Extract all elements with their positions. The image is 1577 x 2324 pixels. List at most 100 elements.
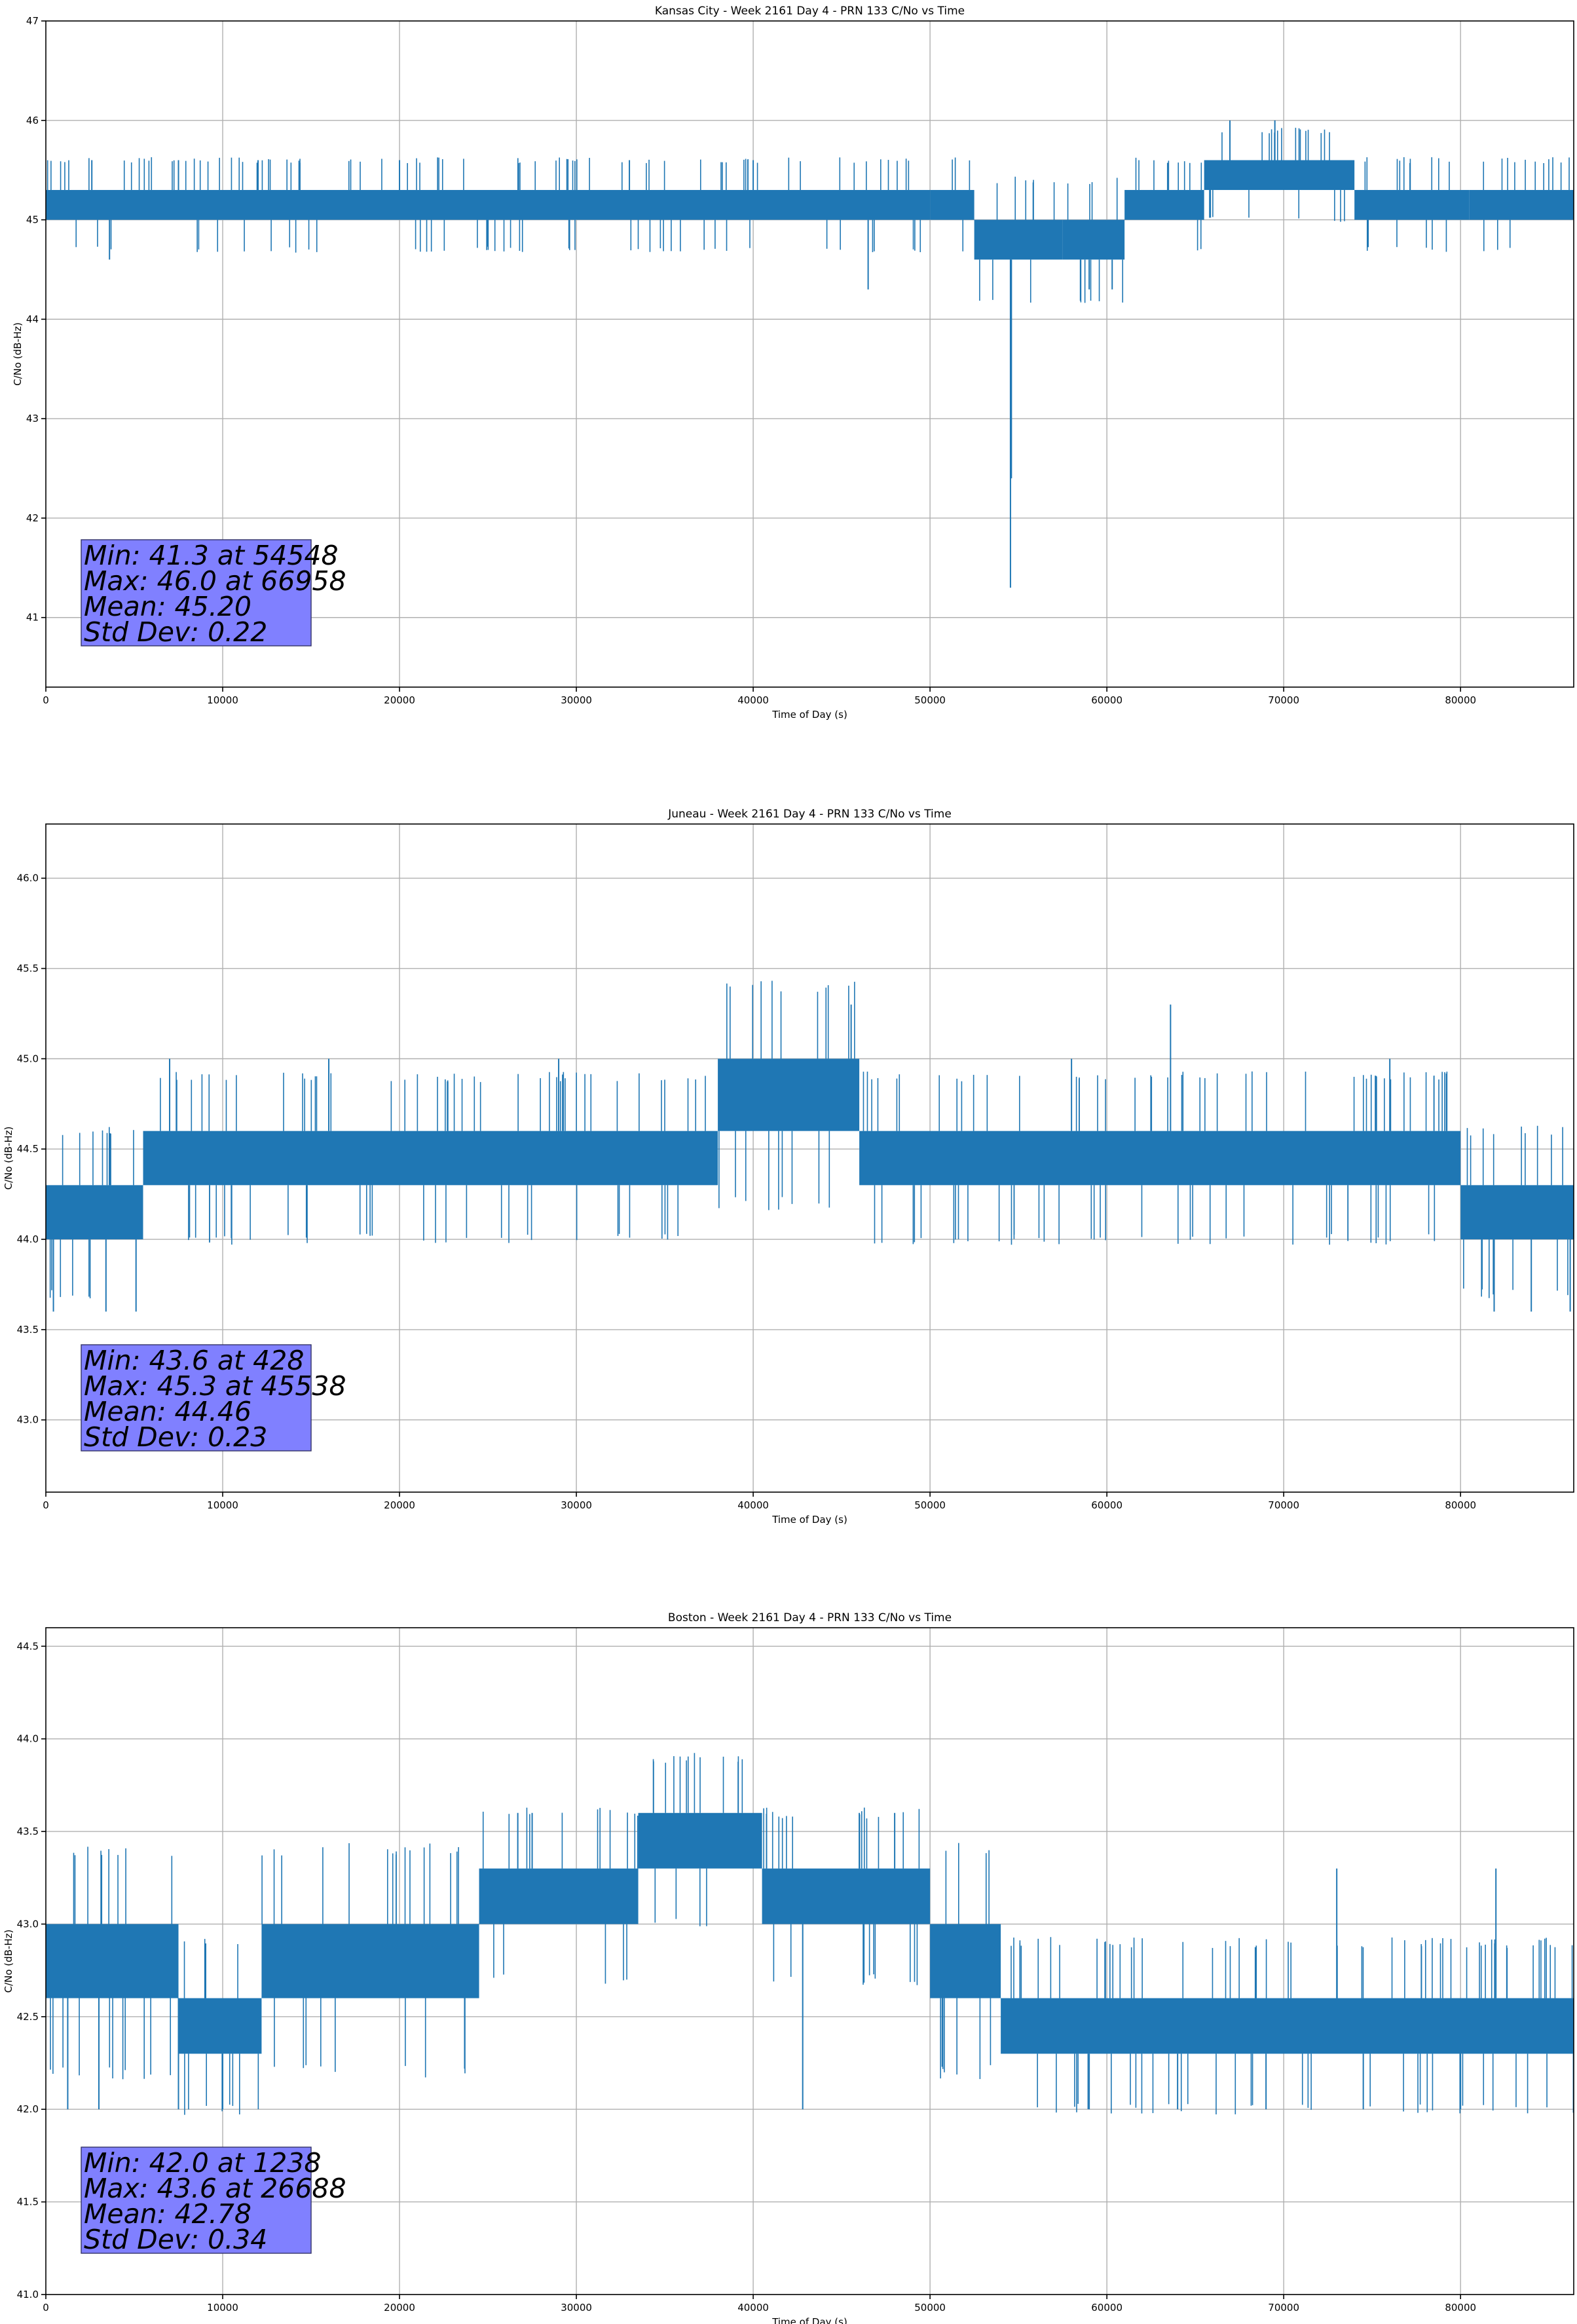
data-band [261,1924,479,1998]
stats-box-bg [81,1344,312,1452]
x-tick-label: 80000 [1445,1499,1476,1511]
stats-line: Std Dev: 0.23 [84,1421,267,1453]
data-band [974,219,1063,260]
data-series [46,981,1574,1312]
data-band [1001,1998,1574,2054]
y-axis-label: C/No (dB-Hz) [3,1930,14,1993]
y-tick-label: 44.5 [17,1143,39,1155]
x-axis-label: Time of Day (s) [771,1514,847,1526]
chart-title: Boston - Week 2161 Day 4 - PRN 133 C/No … [668,1611,952,1624]
x-tick-label: 20000 [384,1499,415,1511]
axes-frame [45,823,1574,1493]
chart-title: Juneau - Week 2161 Day 4 - PRN 133 C/No … [667,808,952,821]
x-tick-label: 10000 [207,2302,238,2314]
x-tick-label: 70000 [1268,1499,1299,1511]
x-axis-label: Time of Day (s) [771,709,847,721]
stats-line: Max: 46.0 at 66958 [84,565,346,597]
data-band [1124,190,1204,220]
stats-line: Std Dev: 0.34 [84,2224,267,2255]
stats-line: Std Dev: 0.22 [84,616,267,648]
y-tick-label: 43.0 [17,1918,39,1930]
y-tick-label: 45.0 [17,1053,39,1064]
stats-line: Min: 43.6 at 428 [84,1345,304,1376]
x-axis-label: Time of Day (s) [771,2316,847,2324]
data-band [1204,160,1355,191]
stats-box-bg [81,2146,312,2254]
y-tick-label: 44.0 [17,1733,39,1745]
stats-line: Max: 45.3 at 45538 [84,1370,346,1402]
stats-line: Mean: 44.46 [84,1396,251,1427]
data-series [46,120,1574,588]
data-band [46,1185,143,1240]
y-axis-label: C/No (dB-Hz) [12,322,24,386]
x-tick-label: 30000 [561,1499,592,1511]
x-tick-label: 50000 [914,694,946,706]
data-band [46,190,931,220]
stats-line: Mean: 42.78 [84,2198,251,2230]
stats-line: Min: 41.3 at 54548 [84,540,339,571]
x-tick-label: 20000 [384,2302,415,2314]
data-band [930,1924,1001,1998]
data-band [1469,190,1574,220]
x-tick-label: 40000 [737,2302,769,2314]
x-tick-label: 50000 [914,1499,946,1511]
stats-line: Mean: 45.20 [84,591,251,622]
y-tick-label: 45 [26,214,39,226]
data-band [762,1868,931,1924]
y-tick-label: 41 [26,612,39,624]
data-band [859,1131,1461,1186]
chart-panel-1: 0 10000 20000 30000 40000 50000 60000 70000 8000… [3,808,1574,1526]
y-tick-label: 47 [26,15,39,27]
x-tick-label: 80000 [1445,694,1476,706]
stats-line: Max: 43.6 at 26688 [84,2173,346,2204]
x-tick-label: 10000 [207,1499,238,1511]
y-tick-label: 41.0 [17,2289,39,2300]
data-band [178,1998,262,2054]
data-band [1460,1185,1574,1240]
chart-panel-2: 0 10000 20000 30000 40000 50000 60000 70000 8000… [3,1611,1574,2324]
x-tick-label: 40000 [737,1499,769,1511]
x-tick-label: 20000 [384,694,415,706]
x-tick-label: 0 [43,1499,49,1511]
y-tick-label: 46.0 [17,872,39,884]
data-band [1062,219,1125,260]
data-series [46,1753,1574,2115]
chart-panel-0: 0 10000 20000 30000 40000 50000 60000 70000 8000… [12,5,1574,721]
y-tick-label: 41.5 [17,2196,39,2208]
x-tick-label: 80000 [1445,2302,1476,2314]
data-band [1354,190,1470,220]
x-tick-label: 0 [43,2302,49,2314]
x-tick-label: 60000 [1091,694,1122,706]
y-tick-label: 43.0 [17,1414,39,1426]
x-tick-label: 40000 [737,694,769,706]
x-tick-label: 50000 [914,2302,946,2314]
x-tick-label: 60000 [1091,1499,1122,1511]
x-tick-label: 70000 [1268,694,1299,706]
x-tick-label: 70000 [1268,2302,1299,2314]
x-tick-label: 0 [43,694,49,706]
stats-box-bg [81,539,312,647]
y-tick-label: 43.5 [17,1826,39,1837]
axes-frame [45,20,1574,688]
y-tick-label: 42.5 [17,2011,39,2023]
x-tick-label: 30000 [561,2302,592,2314]
data-band [718,1059,860,1131]
data-band [46,1924,179,1998]
y-tick-label: 44.0 [17,1233,39,1245]
y-axis-label: C/No (dB-Hz) [3,1127,14,1190]
data-band [638,1812,762,1869]
x-tick-label: 60000 [1091,2302,1122,2314]
y-tick-label: 45.5 [17,963,39,975]
stats-line: Min: 42.0 at 1238 [84,2147,322,2179]
x-tick-label: 10000 [207,694,238,706]
data-band [143,1131,718,1186]
x-tick-label: 30000 [561,694,592,706]
data-band [479,1868,639,1924]
y-tick-label: 43 [26,413,39,424]
y-tick-label: 46 [26,115,39,126]
y-tick-label: 43.5 [17,1324,39,1336]
